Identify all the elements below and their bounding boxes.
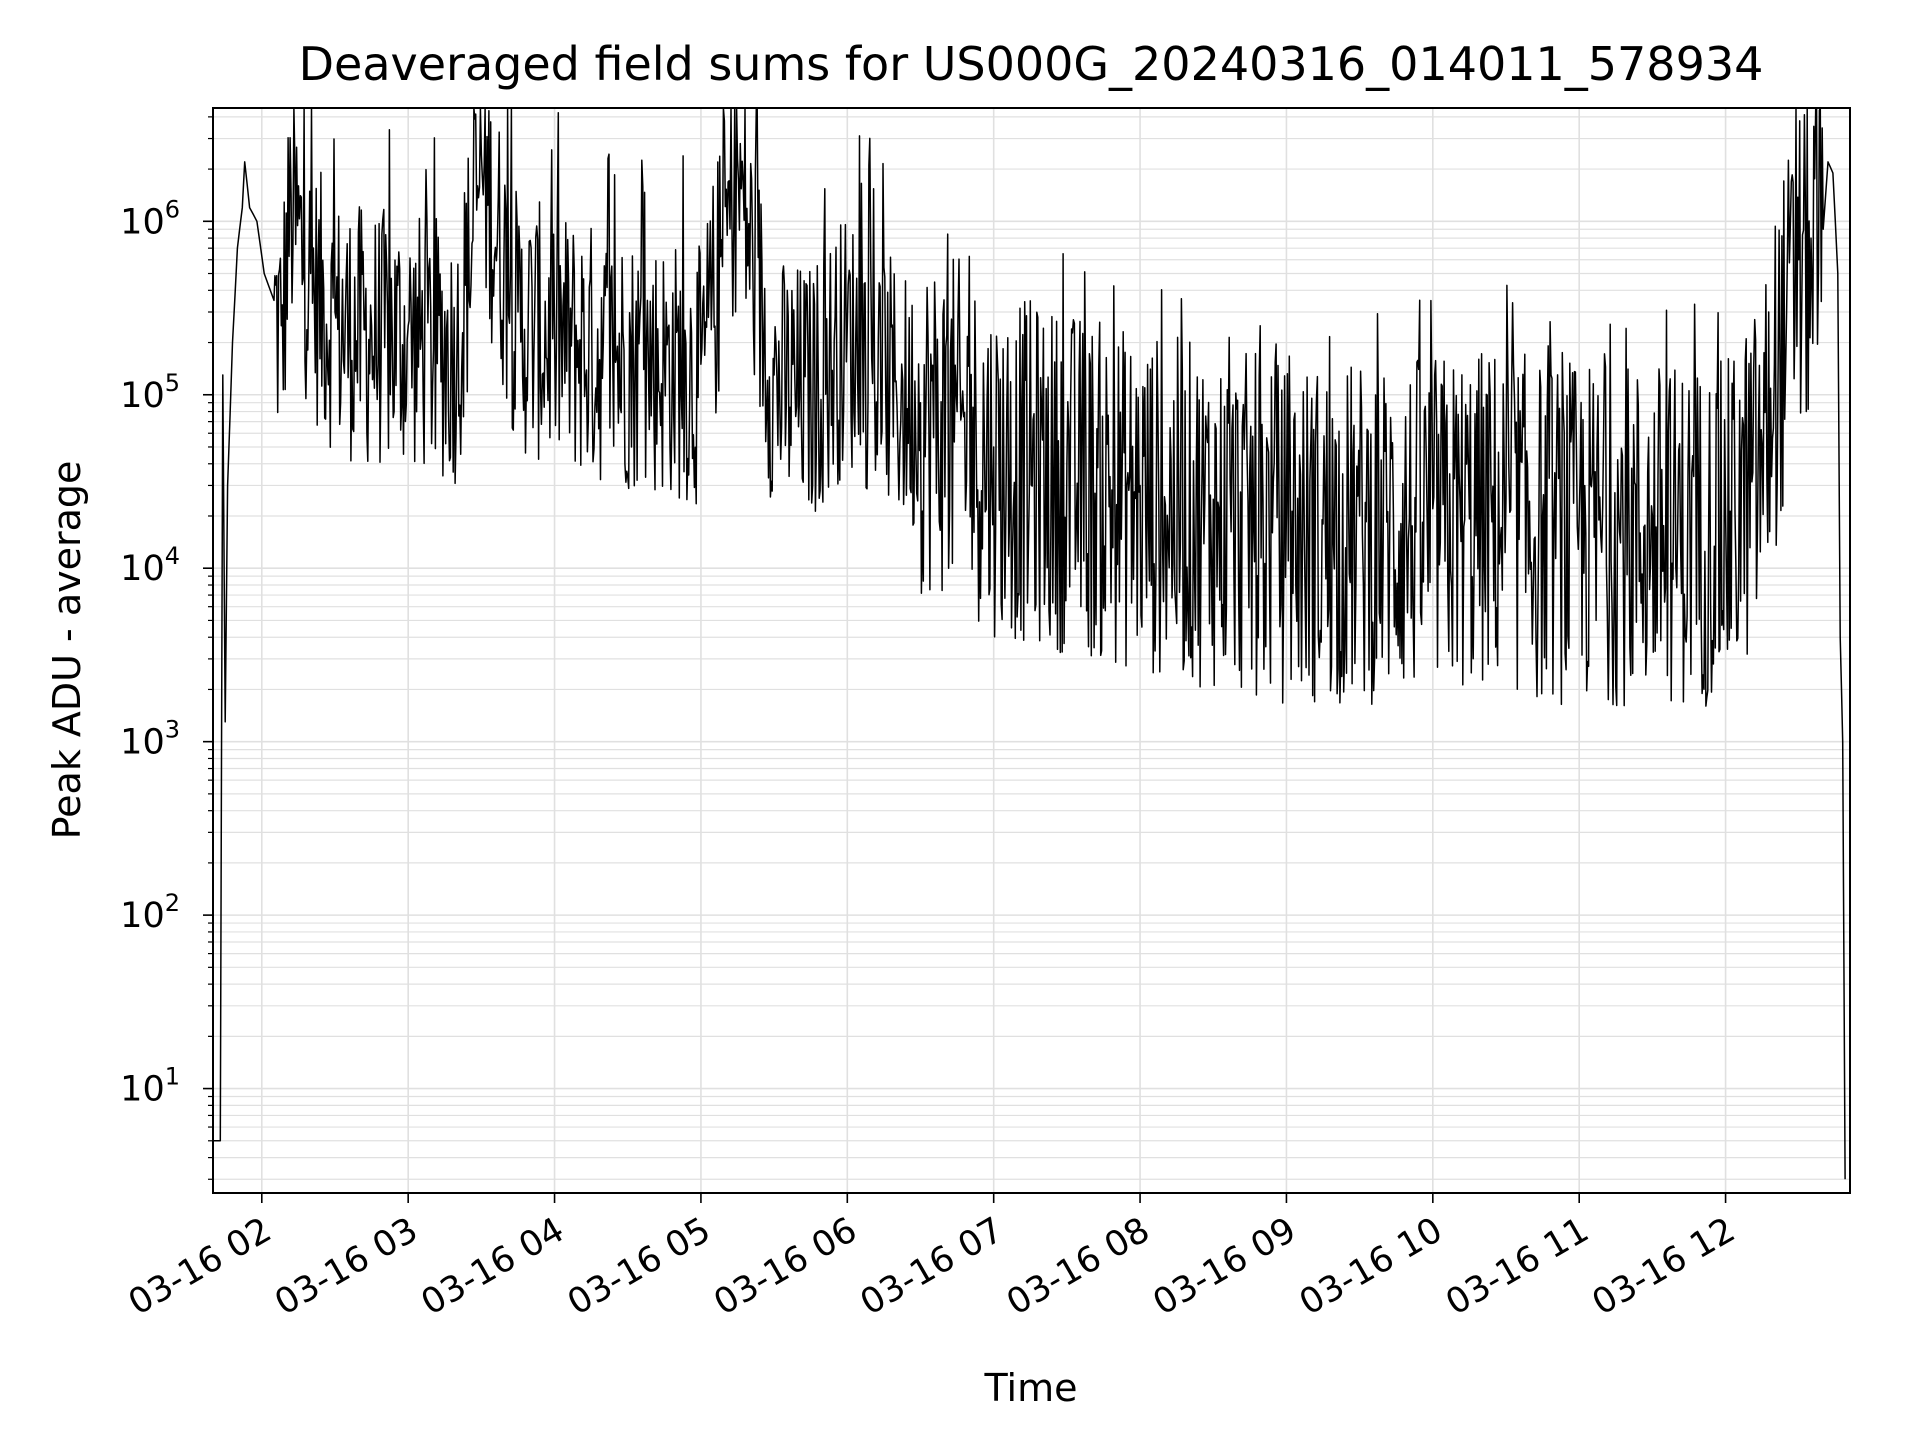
y-tick-exponent: 1 [165, 1063, 180, 1091]
x-tick-label: 03-16 03 [268, 1210, 424, 1323]
plot-frame [212, 107, 1851, 1194]
data-line [213, 107, 1846, 1180]
y-tick-label: 105 [120, 369, 180, 416]
x-tick-label: 03-16 08 [1000, 1210, 1156, 1323]
y-tick-label: 106 [120, 195, 180, 242]
x-axis-label: Time [984, 1366, 1078, 1410]
x-tick-label: 03-16 05 [561, 1210, 717, 1323]
y-tick-base: 10 [120, 376, 165, 416]
y-tick-exponent: 5 [165, 369, 180, 397]
y-tick-base: 10 [120, 723, 165, 763]
y-tick-label: 104 [120, 542, 180, 589]
y-tick-base: 10 [120, 1070, 165, 1110]
x-tick-label: 03-16 09 [1147, 1210, 1303, 1323]
y-tick-label: 103 [120, 716, 180, 763]
x-tick-label: 03-16 04 [415, 1210, 571, 1323]
y-axis-label: Peak ADU - average [45, 461, 89, 840]
x-tick-label: 03-16 07 [854, 1210, 1010, 1323]
y-tick-exponent: 4 [165, 542, 180, 570]
y-tick-base: 10 [120, 896, 165, 936]
y-tick-base: 10 [120, 202, 165, 242]
y-tick-exponent: 6 [165, 195, 180, 223]
x-tick-label: 03-16 06 [708, 1210, 864, 1323]
y-tick-label: 102 [120, 889, 180, 936]
x-tick-label: 03-16 12 [1586, 1210, 1742, 1323]
y-tick-label: 101 [120, 1063, 180, 1110]
x-tick-label: 03-16 11 [1439, 1210, 1595, 1323]
x-tick-label: 03-16 10 [1293, 1210, 1449, 1323]
chart-title: Deaveraged field sums for US000G_2024031… [299, 37, 1764, 91]
y-tick-base: 10 [120, 549, 165, 589]
y-tick-exponent: 3 [165, 716, 180, 744]
x-tick-label: 03-16 02 [122, 1210, 278, 1323]
x-gridlines [260, 108, 1727, 1193]
y-tick-exponent: 2 [165, 889, 180, 917]
